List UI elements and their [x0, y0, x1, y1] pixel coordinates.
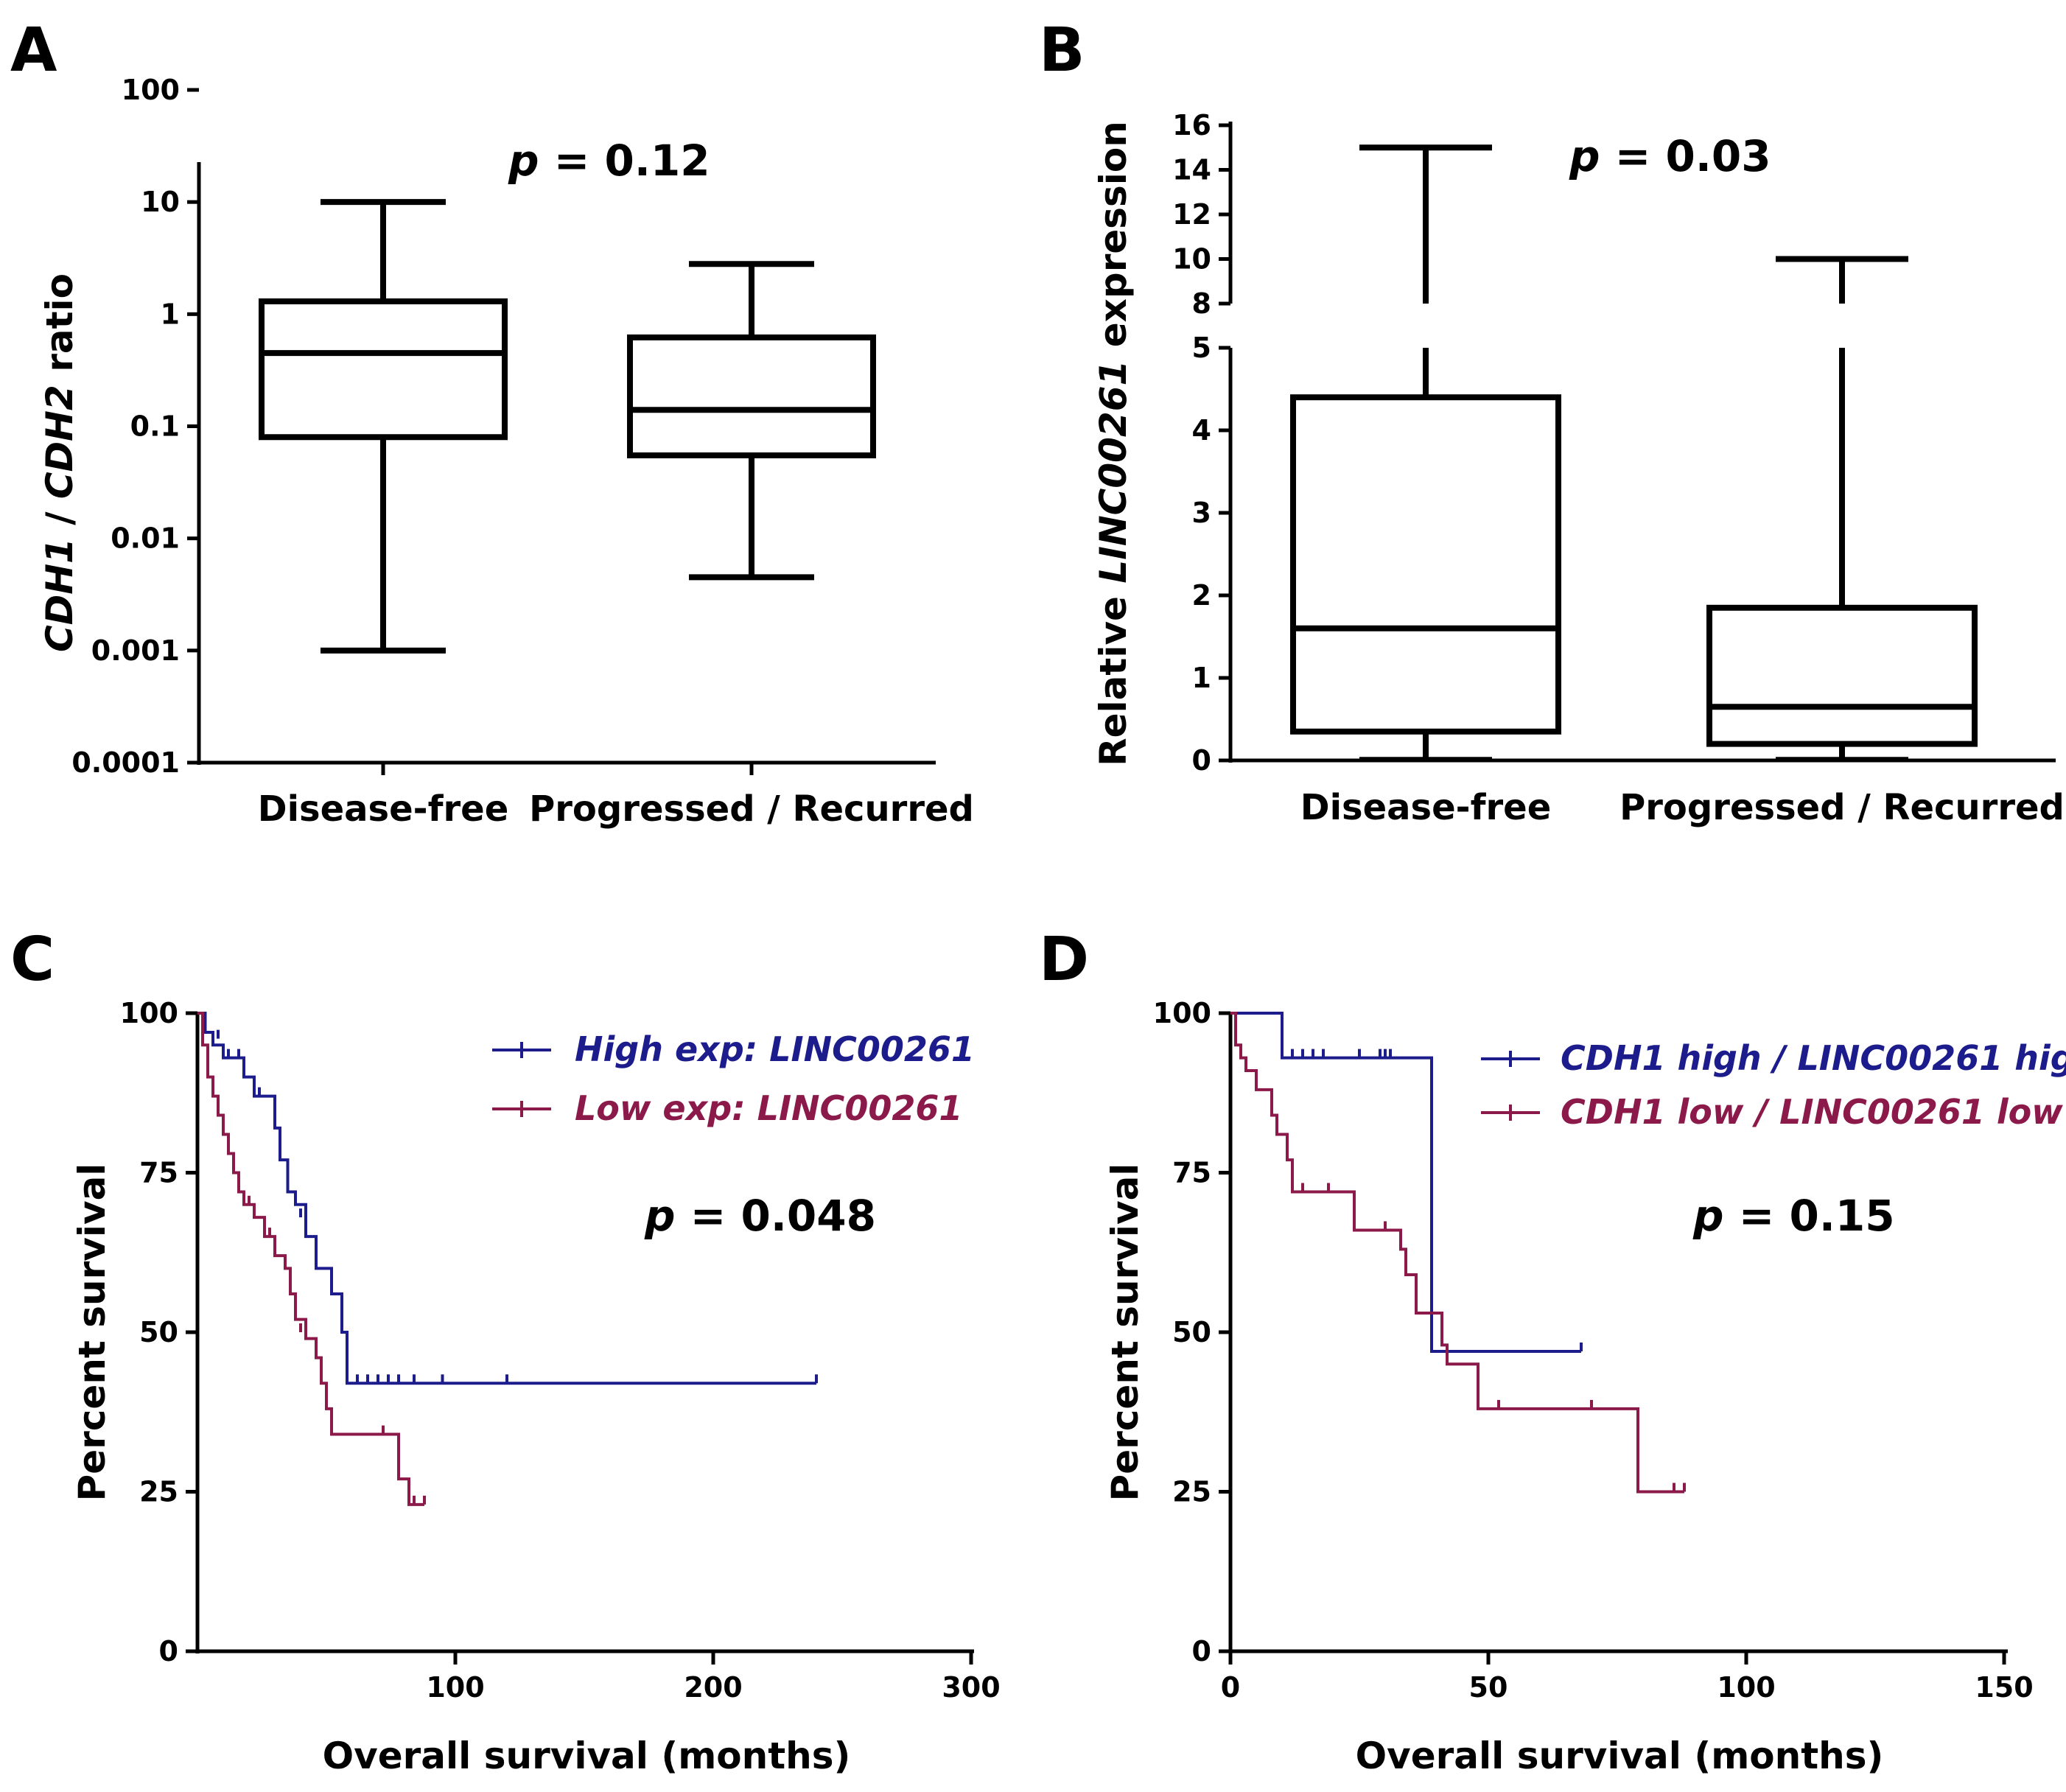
panel-a-category-1: Progressed / Recurred: [529, 788, 974, 830]
panel-a-y-ticks: 100 10 1 0.1 0.01 0.001 0.0001: [71, 74, 199, 779]
panel-c-p-value: p = 0.048: [644, 1191, 876, 1241]
panel-d-x-tick-label-3: 150: [1975, 1671, 2033, 1704]
panel-d-x-axis-title: Overall survival (months): [1356, 1735, 1884, 1777]
panel-c-ticks: 0 25 50 75 100 100 200 300: [120, 997, 1001, 1704]
panel-a-y-tick-label-3: 0.1: [130, 410, 180, 443]
panel-b-category-1: Progressed / Recurred: [1619, 787, 2065, 828]
panel-c-y-tick-label-3: 75: [139, 1157, 178, 1189]
panel-b-category-0: Disease-free: [1300, 787, 1552, 828]
panel-c-y-tick-label-1: 25: [139, 1476, 178, 1508]
panel-d-p-value: p = 0.15: [1692, 1191, 1895, 1241]
panel-d-y-tick-label-2: 50: [1172, 1316, 1211, 1348]
panel-letter-c: C: [10, 925, 55, 995]
panel-b-p-value: p = 0.03: [1569, 131, 1771, 181]
panel-letter-a: A: [10, 15, 57, 85]
panel-d-y-tick-label-4: 100: [1153, 997, 1211, 1029]
panel-c-y-tick-label-2: 50: [139, 1316, 178, 1348]
panel-c-x-tick-label-0: 100: [426, 1671, 484, 1704]
panel-b-y-tick-label-upper-1: 10: [1172, 243, 1211, 276]
panel-c: C 0 25 50 75 100 100 200 300 Percent survival O…: [10, 925, 1001, 1777]
panel-d-x-tick-label-0: 0: [1221, 1671, 1240, 1704]
panel-b-y-axis-title: Relative LINC00261 expression: [1092, 121, 1135, 766]
panel-b-y-tick-label-upper-4: 16: [1172, 109, 1211, 141]
panel-c-curve-1: [197, 1012, 424, 1506]
panel-d-legend-marker-1: [1481, 1105, 1540, 1121]
panel-c-x-tick-label-1: 200: [684, 1671, 742, 1704]
panel-b-y-tick-label-lower-5: 5: [1192, 332, 1211, 364]
panel-a-y-tick-label-1: 10: [141, 186, 180, 218]
panel-a-y-tick-label-5: 0.001: [91, 634, 180, 667]
panel-d-y-axis-title: Percent survival: [1104, 1163, 1146, 1502]
panel-c-legend-label-0: High exp: LINC00261: [575, 1029, 975, 1069]
panel-c-y-tick-label-0: 0: [159, 1635, 178, 1667]
panel-b-y-tick-label-upper-0: 8: [1192, 287, 1211, 320]
panel-a-y-tick-label-0: 100: [122, 74, 180, 106]
panel-c-curve-0: [197, 1012, 816, 1385]
panel-c-legend: High exp: LINC00261 Low exp: LINC00261: [492, 1029, 975, 1128]
panel-b-box-0: [1290, 394, 1561, 735]
panel-a-p-value: p = 0.12: [508, 136, 710, 186]
panel-c-legend-marker-0: [492, 1042, 551, 1058]
panel-a-box-1: [627, 334, 876, 459]
panel-b-boxes: [1290, 144, 1978, 761]
panel-a: A 100 10 1 0.1 0.01 0.001 0.0001 CDH1 / CDH2 r…: [10, 15, 974, 830]
panel-c-legend-label-1: Low exp: LINC00261: [575, 1088, 962, 1128]
panel-a-y-tick-label-6: 0.0001: [71, 746, 180, 779]
panel-d-y-tick-label-1: 25: [1172, 1476, 1211, 1508]
panel-d-legend-label-0: CDH1 high / LINC00261 high: [1561, 1038, 2066, 1078]
panel-d-legend-marker-0: [1481, 1051, 1540, 1067]
panel-d-y-tick-label-3: 75: [1172, 1157, 1211, 1189]
panel-b-y-tick-label-lower-2: 2: [1192, 579, 1211, 612]
panel-a-y-tick-label-2: 1: [161, 298, 180, 330]
panel-c-curves: [197, 1012, 818, 1506]
panel-a-boxes: [259, 199, 876, 775]
panel-d-curve-0: [1230, 1012, 1581, 1353]
panel-d: D 0 25 50 75 100 0 50 100 150 Percent survival O…: [1039, 925, 2066, 1777]
panel-a-category-0: Disease-free: [258, 788, 509, 830]
panel-b-y-tick-label-lower-4: 4: [1192, 414, 1211, 447]
panel-d-curves: [1230, 1012, 1686, 1494]
panel-b-y-tick-label-upper-3: 14: [1172, 154, 1211, 186]
panel-d-x-tick-label-2: 100: [1717, 1671, 1775, 1704]
panel-b-y-tick-label-upper-2: 12: [1172, 198, 1211, 231]
panel-c-x-axis-title: Overall survival (months): [323, 1735, 851, 1777]
panel-a-y-axis-title: CDH1 / CDH2 ratio: [38, 273, 81, 652]
panel-a-box-0: [259, 298, 508, 441]
panel-b-y-tick-label-lower-0: 0: [1192, 744, 1211, 777]
panel-d-y-tick-label-0: 0: [1192, 1635, 1211, 1667]
panel-c-y-tick-label-4: 100: [120, 997, 178, 1029]
panel-b-y-tick-label-lower-3: 3: [1192, 497, 1211, 529]
panel-c-legend-marker-1: [492, 1101, 551, 1117]
panel-b-box-1: [1706, 604, 1978, 747]
panel-d-x-tick-label-1: 50: [1469, 1671, 1508, 1704]
panel-letter-b: B: [1039, 15, 1085, 85]
panel-b-y-tick-label-lower-1: 1: [1192, 662, 1211, 694]
panel-c-x-tick-label-2: 300: [942, 1671, 1000, 1704]
panel-a-y-tick-label-4: 0.01: [111, 522, 180, 555]
panel-d-ticks: 0 25 50 75 100 0 50 100 150: [1153, 997, 2034, 1704]
panel-c-y-axis-title: Percent survival: [71, 1163, 113, 1502]
panel-letter-d: D: [1039, 925, 1089, 995]
panel-d-curve-1: [1230, 1012, 1684, 1494]
panel-d-legend: CDH1 high / LINC00261 high CDH1 low / LI…: [1481, 1038, 2066, 1132]
panel-d-legend-label-1: CDH1 low / LINC00261 low: [1561, 1092, 2063, 1132]
